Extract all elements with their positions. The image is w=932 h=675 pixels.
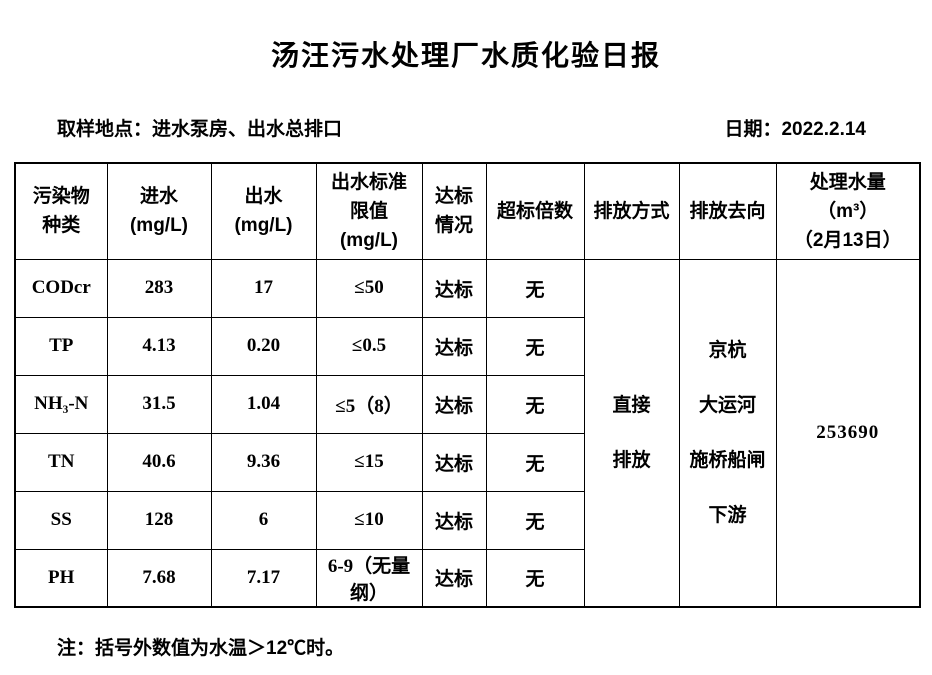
status-value: 达标 bbox=[421, 432, 487, 492]
inflow-value: 31.5 bbox=[106, 374, 212, 434]
outflow-value: 1.04 bbox=[210, 374, 317, 434]
outflow-value: 7.17 bbox=[210, 548, 317, 608]
outflow-value: 0.20 bbox=[210, 316, 317, 376]
pollutant-name: SS bbox=[14, 490, 108, 550]
header-compliance-status: 达标 情况 bbox=[421, 162, 487, 260]
table-row-tn: TN 40.6 9.36 ≤15 达标 无 bbox=[14, 432, 920, 492]
exceed-value: 无 bbox=[485, 316, 585, 376]
pollutant-name: CODcr bbox=[14, 258, 108, 318]
outflow-value: 6 bbox=[210, 490, 317, 550]
table-row-ph: PH 7.68 7.17 6-9（无量纲） 达标 无 bbox=[14, 548, 920, 608]
limit-value: ≤15 bbox=[315, 432, 423, 492]
pollutant-name: PH bbox=[14, 548, 108, 608]
limit-value: ≤50 bbox=[315, 258, 423, 318]
limit-value: 6-9（无量纲） bbox=[315, 548, 423, 608]
header-exceed-multiple: 超标倍数 bbox=[485, 162, 585, 260]
status-value: 达标 bbox=[421, 490, 487, 550]
exceed-value: 无 bbox=[485, 258, 585, 318]
page-title: 汤汪污水处理厂水质化验日报 bbox=[270, 40, 661, 71]
status-value: 达标 bbox=[421, 374, 487, 434]
exceed-value: 无 bbox=[485, 374, 585, 434]
limit-value: ≤5（8） bbox=[315, 374, 423, 434]
discharge-mode-cell: 直接 排放 bbox=[583, 258, 680, 608]
header-pollutant-type: 污染物 种类 bbox=[14, 162, 108, 260]
status-value: 达标 bbox=[421, 316, 487, 376]
outflow-value: 17 bbox=[210, 258, 317, 318]
limit-value: ≤10 bbox=[315, 490, 423, 550]
pollutant-name: TP bbox=[14, 316, 108, 376]
limit-value: ≤0.5 bbox=[315, 316, 423, 376]
header-outflow-limit: 出水标准 限值 (mg/L) bbox=[315, 162, 423, 260]
inflow-value: 4.13 bbox=[106, 316, 212, 376]
report-date-label: 日期：2022.2.14 bbox=[724, 119, 866, 140]
pollutant-name: NH₃-N bbox=[14, 374, 108, 434]
header-discharge-mode: 排放方式 bbox=[583, 162, 680, 260]
header-outflow: 出水 (mg/L) bbox=[210, 162, 317, 260]
table-row-ss: SS 128 6 ≤10 达标 无 bbox=[14, 490, 920, 550]
discharge-destination-cell: 京杭 大运河 施桥船闸 下游 bbox=[678, 258, 777, 608]
inflow-value: 7.68 bbox=[106, 548, 212, 608]
status-value: 达标 bbox=[421, 258, 487, 318]
header-inflow: 进水 (mg/L) bbox=[106, 162, 212, 260]
meta-row: 取样地点：进水泵房、出水总排口 日期：2022.2.14 bbox=[0, 114, 932, 141]
table-row-codcr: CODcr 283 17 ≤50 达标 无 直接 排放 京杭 大运河 施桥船闸 下游 2… bbox=[14, 258, 921, 608]
exceed-value: 无 bbox=[485, 490, 585, 550]
outflow-value: 9.36 bbox=[210, 432, 317, 492]
exceed-value: 无 bbox=[485, 432, 585, 492]
header-treated-volume: 处理水量 （m³） （2月13日） bbox=[775, 162, 921, 260]
inflow-value: 283 bbox=[106, 258, 212, 318]
table-header-row: 污染物 种类 进水 (mg/L) 出水 (mg/L) 出水标准 限值 (mg/L) 达标情… bbox=[14, 162, 921, 260]
sampling-location-label: 取样地点：进水泵房、出水总排口 bbox=[57, 119, 343, 140]
table-row-nh3n: NH₃-N 31.5 1.04 ≤5（8） 达标 无 bbox=[14, 374, 920, 434]
exceed-value: 无 bbox=[485, 548, 585, 608]
water-quality-table: 污染物 种类 进水 (mg/L) 出水 (mg/L) 出水标准 限值 (mg/L) 达标情… bbox=[14, 162, 921, 608]
inflow-value: 40.6 bbox=[106, 432, 212, 492]
inflow-value: 128 bbox=[106, 490, 212, 550]
status-value: 达标 bbox=[421, 548, 487, 608]
header-discharge-destination: 排放去向 bbox=[678, 162, 777, 260]
treated-volume-cell: 253690 bbox=[775, 258, 921, 608]
pollutant-name: TN bbox=[14, 432, 108, 492]
footnote: 注：括号外数值为水温＞12℃时。 bbox=[57, 638, 345, 659]
table-row-tp: TP 4.13 0.20 ≤0.5 达标 无 bbox=[14, 316, 920, 376]
